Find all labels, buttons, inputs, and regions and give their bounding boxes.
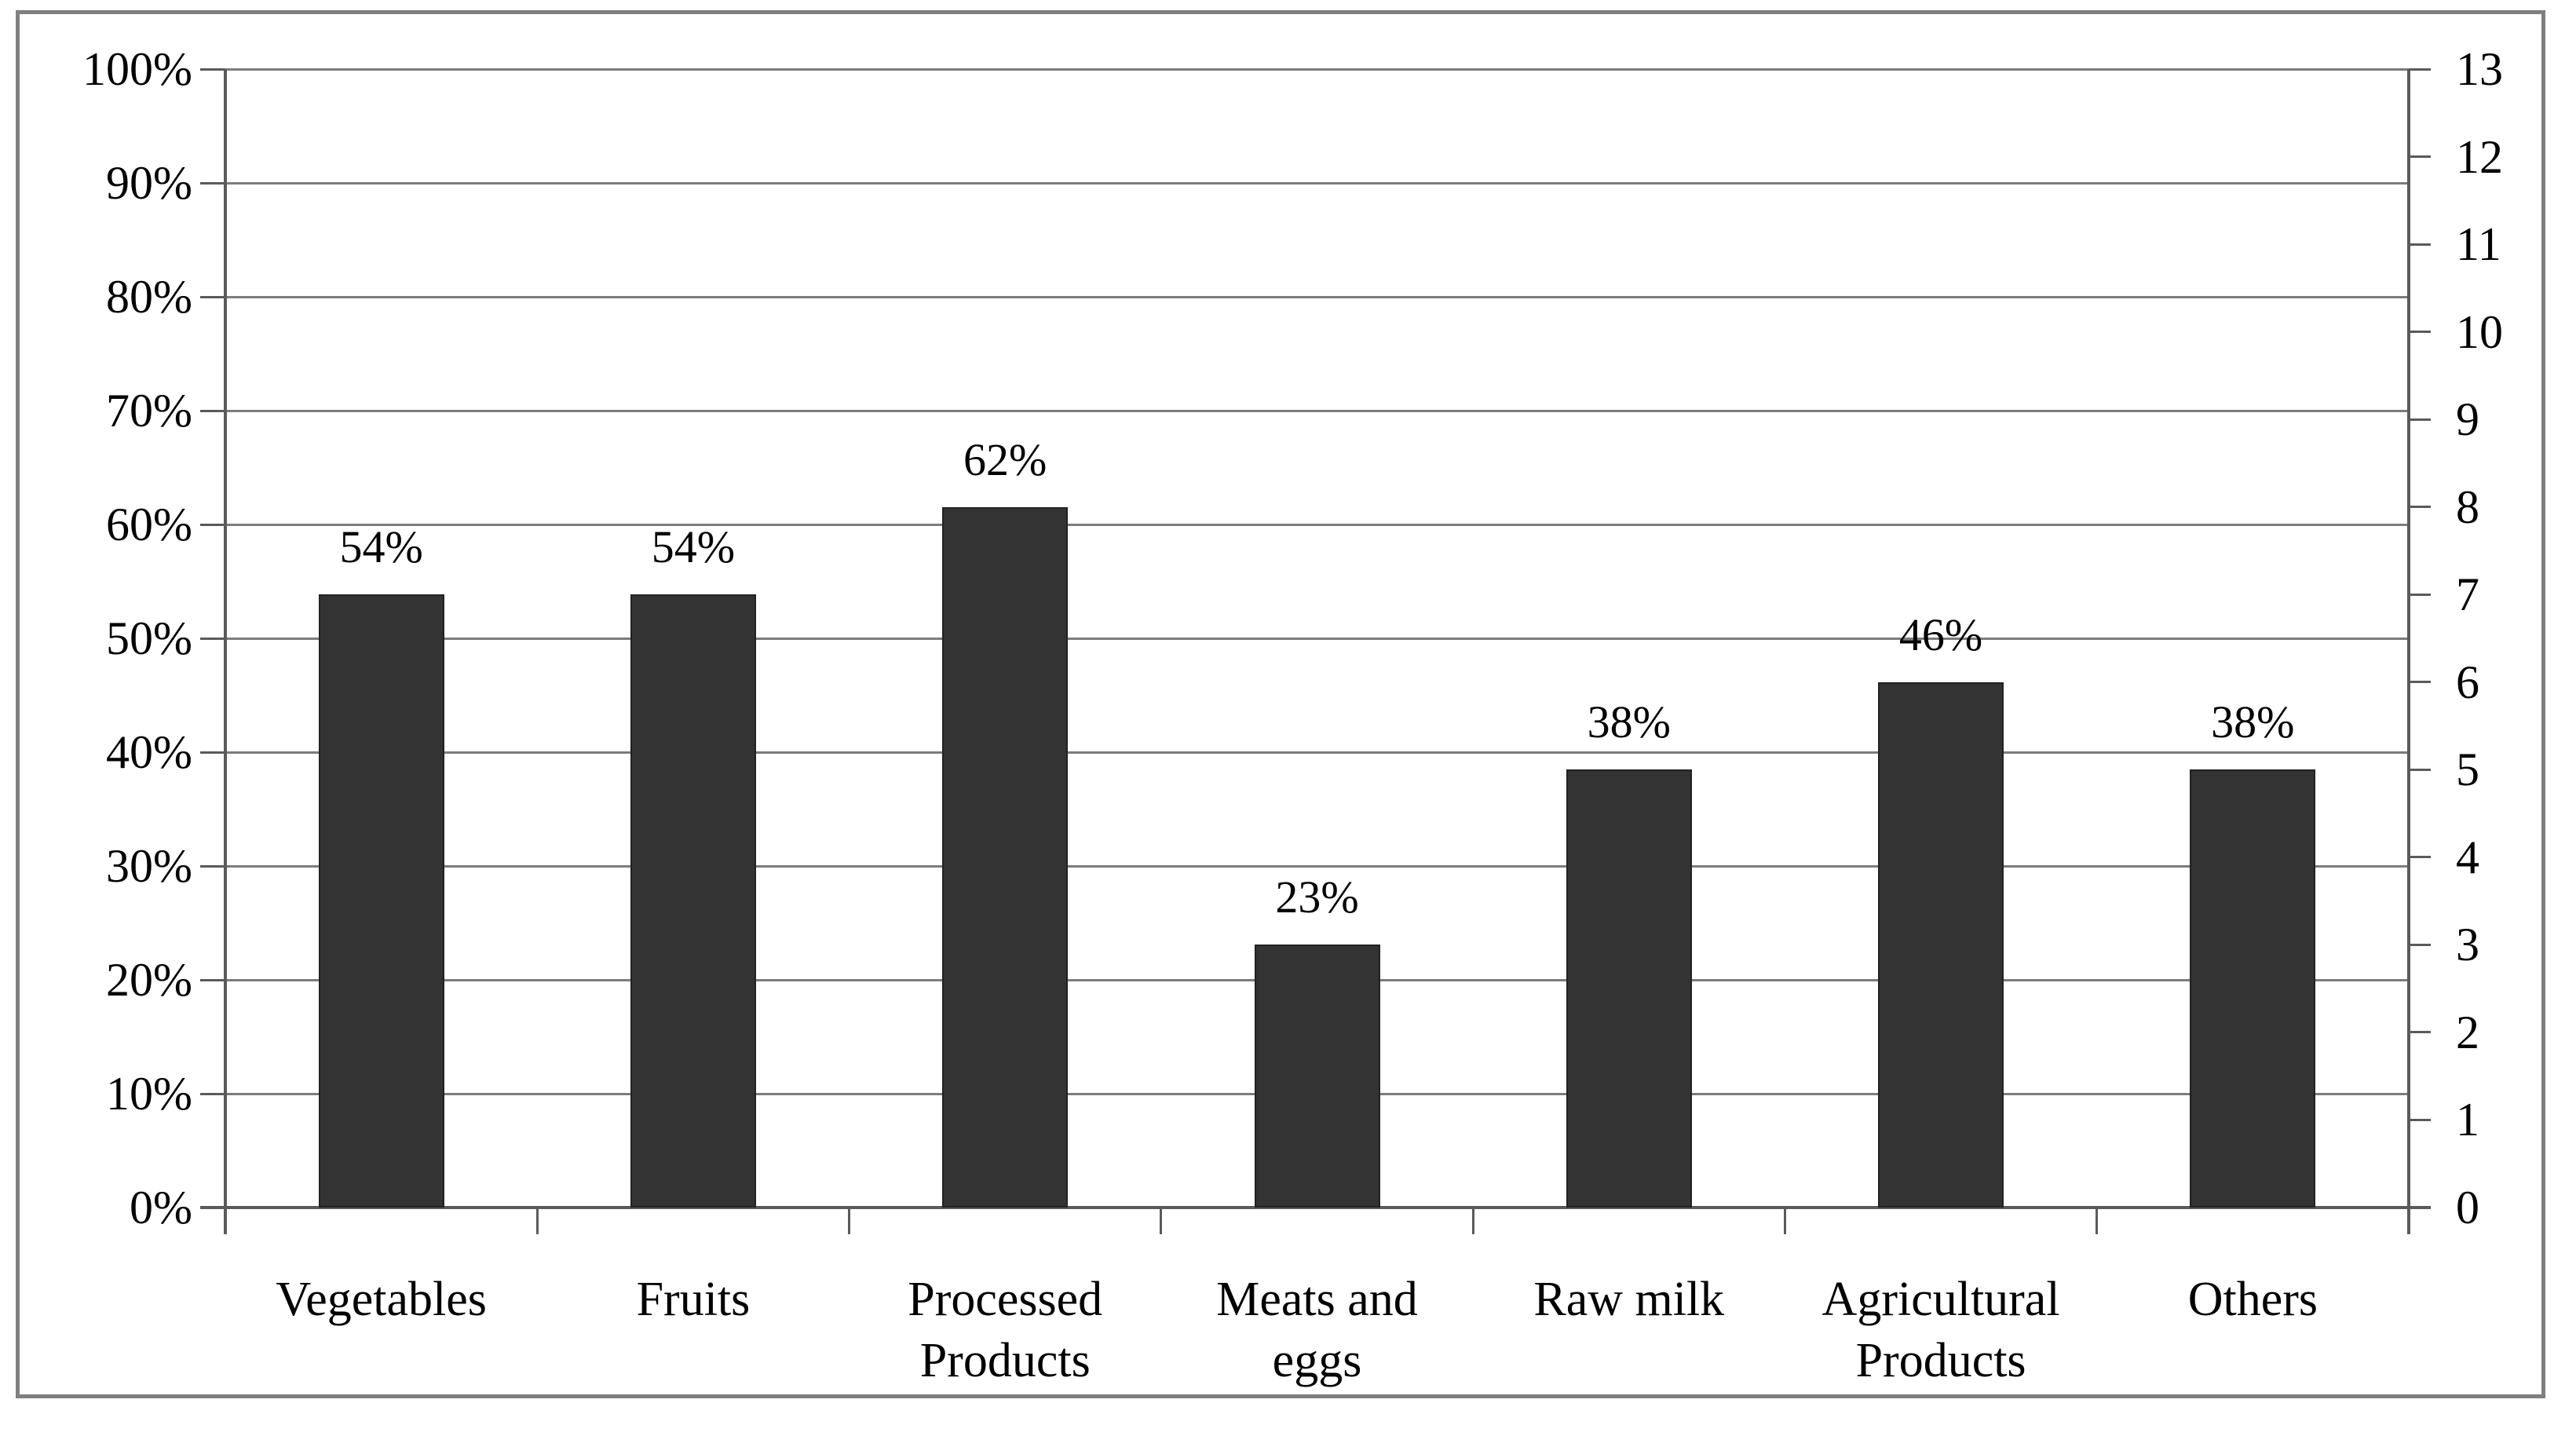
left-axis-tick: [200, 68, 225, 71]
right-axis-tick: [2409, 331, 2431, 334]
right-axis-tick-label: 8: [2456, 480, 2479, 533]
left-axis-tick: [200, 409, 225, 412]
right-axis-line: [2407, 69, 2410, 1234]
right-axis-tick-label: 5: [2456, 744, 2479, 796]
bar-value-label: 62%: [963, 433, 1047, 485]
left-axis-tick: [200, 751, 225, 754]
right-axis-tick: [2409, 1118, 2431, 1121]
right-axis-tick-label: 10: [2456, 305, 2503, 358]
bar-others: [2190, 769, 2316, 1208]
x-axis-tick: [1783, 1208, 1786, 1234]
figure-frame: [16, 10, 2545, 1398]
right-axis-tick: [2409, 856, 2431, 859]
bar-value-label: 38%: [1587, 696, 1671, 748]
left-axis-tick: [200, 864, 225, 868]
x-axis-tick: [2096, 1208, 2099, 1234]
left-axis-tick-label: 0%: [130, 1182, 192, 1233]
gridline: [225, 864, 2409, 868]
left-axis-tick: [200, 637, 225, 640]
left-axis-tick-label: 50%: [106, 612, 192, 664]
category-label: Others: [2187, 1273, 2318, 1326]
category-label: Vegetables: [276, 1273, 487, 1326]
left-axis-tick: [200, 295, 225, 298]
gridline: [225, 409, 2409, 412]
bar-value-label: 38%: [2211, 696, 2295, 748]
right-axis-tick-label: 12: [2456, 130, 2503, 183]
right-axis-tick: [2409, 68, 2431, 71]
category-label: Agricultural Products: [1821, 1273, 2060, 1387]
category-label: Meats and eggs: [1216, 1273, 1418, 1387]
left-axis-tick-label: 90%: [106, 157, 192, 209]
left-axis-tick: [200, 1092, 225, 1095]
right-axis-tick-label: 4: [2456, 831, 2479, 883]
left-axis-tick-label: 60%: [106, 499, 192, 550]
right-axis-tick: [2409, 418, 2431, 421]
gridline: [225, 181, 2409, 185]
right-axis-tick: [2409, 243, 2431, 246]
gridline: [225, 637, 2409, 640]
right-axis-tick: [2409, 943, 2431, 946]
gridline: [225, 295, 2409, 298]
x-axis-tick: [1160, 1208, 1163, 1234]
right-axis-tick-label: 2: [2456, 1006, 2479, 1058]
right-axis-tick-label: 1: [2456, 1094, 2479, 1146]
right-axis-tick: [2409, 681, 2431, 684]
left-axis-line: [224, 69, 227, 1234]
x-axis-baseline: [200, 1206, 2431, 1209]
bar-value-label: 54%: [339, 521, 423, 573]
right-axis-tick-label: 6: [2456, 656, 2479, 708]
right-axis-tick-label: 7: [2456, 568, 2479, 621]
right-axis-tick-label: 9: [2456, 393, 2479, 446]
left-axis-tick: [200, 523, 225, 526]
category-label: Processed Products: [908, 1273, 1103, 1387]
right-axis-tick-label: 0: [2456, 1182, 2479, 1233]
right-axis-tick-label: 13: [2456, 43, 2503, 95]
left-axis-tick: [200, 978, 225, 981]
left-axis-tick-label: 20%: [106, 954, 192, 1006]
bar-raw-milk: [1566, 769, 1692, 1208]
left-axis-tick-label: 30%: [106, 840, 192, 892]
right-axis-tick: [2409, 593, 2431, 596]
bar-vegetables: [318, 594, 444, 1208]
category-label: Raw milk: [1533, 1273, 1725, 1326]
bar-value-label: 54%: [651, 521, 736, 573]
right-axis-tick: [2409, 506, 2431, 509]
gridline: [225, 523, 2409, 526]
bar-value-label: 23%: [1275, 871, 1359, 923]
right-axis-tick: [2409, 1031, 2431, 1034]
right-axis-tick-label: 11: [2456, 218, 2501, 271]
left-axis-tick-label: 100%: [82, 43, 192, 95]
x-axis-tick: [848, 1208, 851, 1234]
bar-meats-and-eggs: [1254, 945, 1380, 1208]
left-axis-tick: [200, 181, 225, 185]
left-axis-tick-label: 40%: [106, 726, 192, 778]
x-axis-tick: [2407, 1208, 2410, 1234]
left-axis-tick-label: 80%: [106, 271, 192, 323]
x-axis-tick: [535, 1208, 539, 1234]
right-axis-tick: [2409, 768, 2431, 771]
left-axis-tick-label: 10%: [106, 1068, 192, 1120]
bar-processed-products: [942, 506, 1069, 1208]
gridline: [225, 68, 2409, 71]
category-label: Fruits: [636, 1273, 751, 1326]
x-axis-tick: [1471, 1208, 1474, 1234]
bar-value-label: 46%: [1898, 608, 1983, 660]
right-axis-tick: [2409, 155, 2431, 159]
x-axis-tick: [224, 1208, 227, 1234]
left-axis-tick-label: 70%: [106, 385, 192, 437]
bar-fruits: [630, 594, 756, 1208]
right-axis-tick-label: 3: [2456, 919, 2479, 971]
bar-agricultural-products: [1878, 681, 2004, 1208]
right-axis-tick: [2409, 1206, 2431, 1209]
gridline: [225, 751, 2409, 754]
